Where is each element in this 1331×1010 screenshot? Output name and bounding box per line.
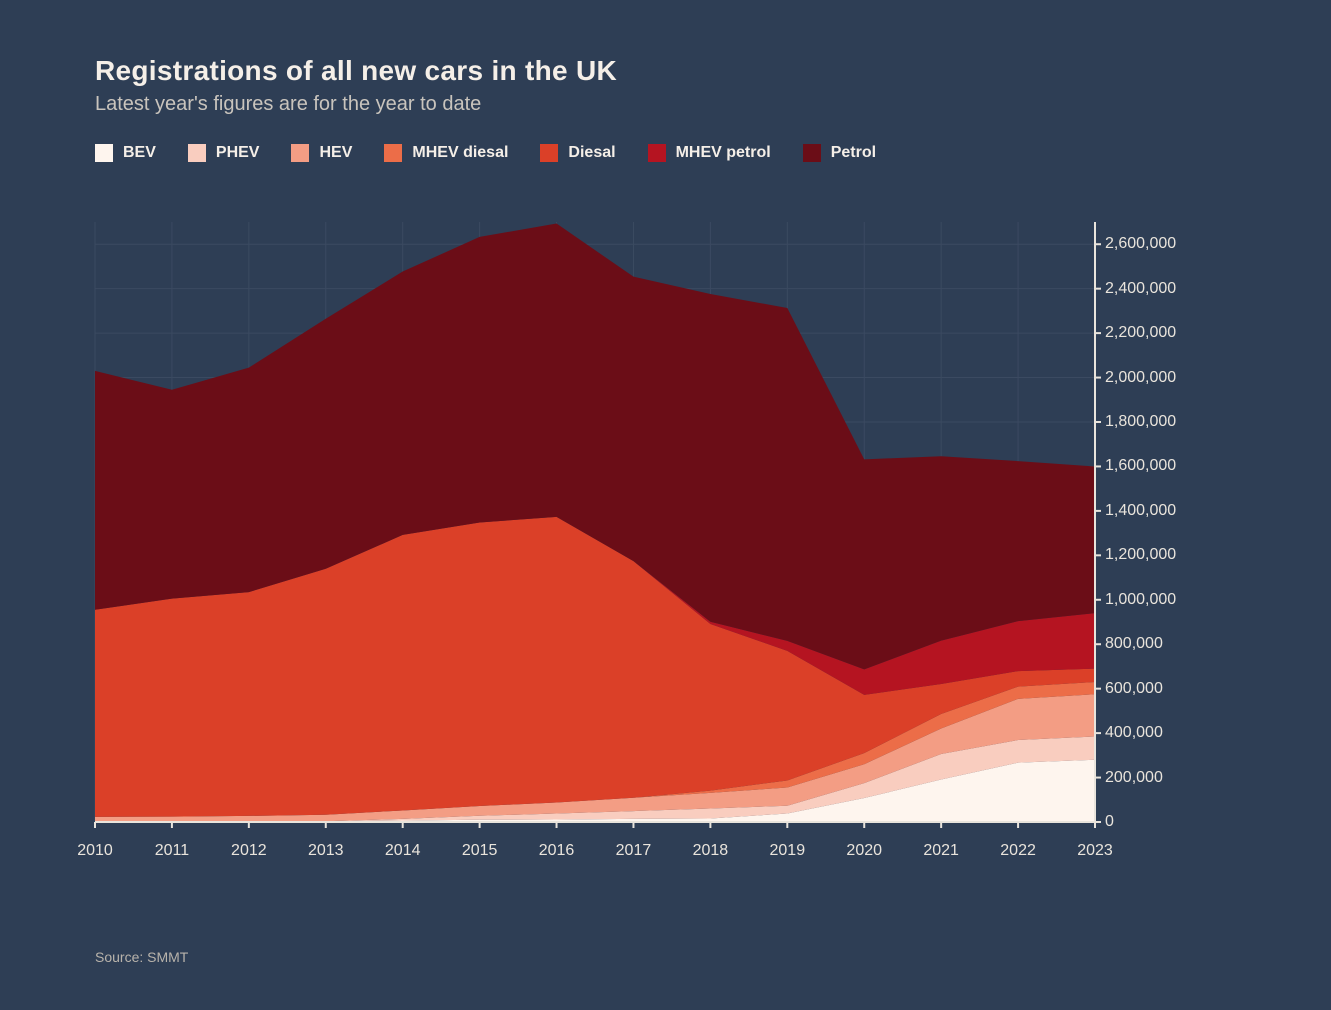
stacked-area-svg xyxy=(95,222,1095,822)
x-tick-label: 2018 xyxy=(693,842,729,860)
x-tick-label: 2014 xyxy=(385,842,421,860)
legend-item-bev: BEV xyxy=(95,144,156,162)
y-tick-label: 0 xyxy=(1105,813,1114,831)
y-tick-label: 1,400,000 xyxy=(1105,502,1176,520)
x-tick-label: 2021 xyxy=(923,842,959,860)
x-tick-label: 2015 xyxy=(462,842,498,860)
legend-swatch xyxy=(803,144,821,162)
legend-label: BEV xyxy=(123,144,156,162)
chart-subtitle: Latest year's figures are for the year t… xyxy=(95,93,1256,116)
legend-label: HEV xyxy=(319,144,352,162)
x-tick-label: 2010 xyxy=(77,842,113,860)
y-tick-label: 2,400,000 xyxy=(1105,280,1176,298)
x-axis-labels: 2010201120122013201420152016201720182019… xyxy=(95,842,1095,872)
x-tick-label: 2011 xyxy=(155,842,189,860)
y-tick-label: 800,000 xyxy=(1105,635,1163,653)
legend-item-hev: HEV xyxy=(291,144,352,162)
legend-item-mhev_diesel: MHEV diesal xyxy=(384,144,508,162)
y-tick-label: 2,200,000 xyxy=(1105,324,1176,342)
source-caption: Source: SMMT xyxy=(95,949,188,965)
legend-swatch xyxy=(384,144,402,162)
x-tick-label: 2017 xyxy=(616,842,652,860)
legend: BEV PHEV HEV MHEV diesal Diesal MHEV petrol Pe… xyxy=(95,144,1256,162)
y-tick-label: 1,600,000 xyxy=(1105,457,1176,475)
legend-swatch xyxy=(291,144,309,162)
legend-item-petrol: Petrol xyxy=(803,144,876,162)
y-tick-label: 200,000 xyxy=(1105,769,1163,787)
y-tick-label: 600,000 xyxy=(1105,680,1163,698)
x-tick-label: 2023 xyxy=(1077,842,1113,860)
y-tick-label: 1,800,000 xyxy=(1105,413,1176,431)
legend-swatch xyxy=(540,144,558,162)
legend-label: MHEV diesal xyxy=(412,144,508,162)
y-tick-label: 1,000,000 xyxy=(1105,591,1176,609)
legend-swatch xyxy=(648,144,666,162)
x-tick-label: 2016 xyxy=(539,842,575,860)
x-tick-label: 2022 xyxy=(1000,842,1036,860)
x-tick-label: 2020 xyxy=(846,842,882,860)
chart-container: Registrations of all new cars in the UK … xyxy=(0,0,1331,1010)
legend-item-mhev_petrol: MHEV petrol xyxy=(648,144,771,162)
chart-title: Registrations of all new cars in the UK xyxy=(95,55,1256,87)
y-tick-label: 400,000 xyxy=(1105,724,1163,742)
x-tick-label: 2012 xyxy=(231,842,267,860)
legend-swatch xyxy=(95,144,113,162)
chart-plot-area: 0 200,000 400,000 600,000 800,000 1,000,000 1,… xyxy=(95,222,1185,882)
y-tick-label: 2,000,000 xyxy=(1105,369,1176,387)
legend-label: Diesal xyxy=(568,144,615,162)
y-tick-label: 2,600,000 xyxy=(1105,235,1176,253)
x-tick-label: 2013 xyxy=(308,842,344,860)
legend-swatch xyxy=(188,144,206,162)
y-tick-label: 1,200,000 xyxy=(1105,546,1176,564)
legend-item-diesel: Diesal xyxy=(540,144,615,162)
legend-label: MHEV petrol xyxy=(676,144,771,162)
x-tick-label: 2019 xyxy=(770,842,806,860)
legend-item-phev: PHEV xyxy=(188,144,260,162)
legend-label: PHEV xyxy=(216,144,260,162)
legend-label: Petrol xyxy=(831,144,876,162)
